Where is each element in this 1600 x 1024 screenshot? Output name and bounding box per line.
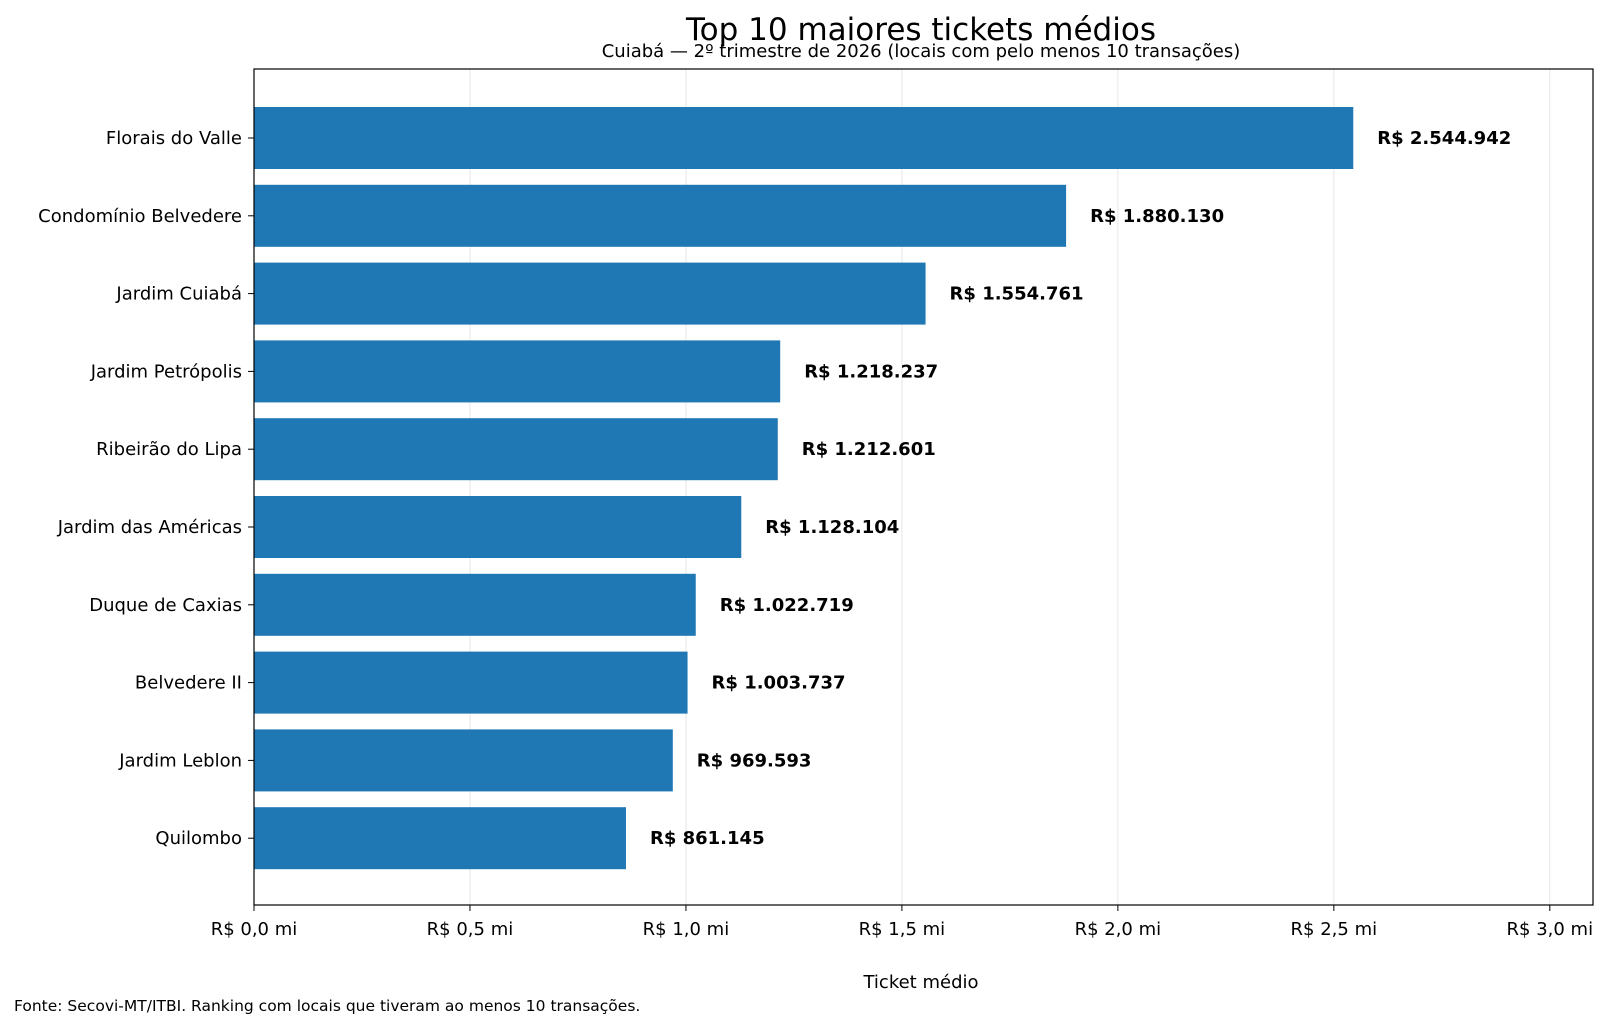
bar xyxy=(254,651,688,714)
x-ticks: R$ 0,0 mi R$ 0,5 mi R$ 1,0 mi R$ 1,5 mi R$ 2… xyxy=(211,905,1593,940)
x-tick-label: R$ 3,0 mi xyxy=(1507,919,1594,940)
category-label: Jardim Cuiabá xyxy=(115,284,242,305)
category-label: Jardim das Américas xyxy=(57,517,242,538)
value-label: R$ 861.145 xyxy=(650,828,765,849)
x-tick-label: R$ 2,5 mi xyxy=(1291,919,1378,940)
bar xyxy=(254,807,626,870)
bars xyxy=(254,107,1354,870)
value-labels: R$ 2.544.942 R$ 1.880.130 R$ 1.554.761 R$ 1… xyxy=(650,128,1511,849)
chart-subtitle: Cuiabá — 2º trimestre de 2026 (locais co… xyxy=(602,41,1241,62)
value-label: R$ 1.218.237 xyxy=(804,361,938,382)
category-label: Ribeirão do Lipa xyxy=(96,439,242,460)
bar xyxy=(254,262,926,325)
category-label: Jardim Petrópolis xyxy=(90,361,242,382)
x-tick-label: R$ 1,0 mi xyxy=(643,919,730,940)
bar xyxy=(254,107,1354,169)
bar xyxy=(254,496,742,558)
bar xyxy=(254,729,673,792)
value-label: R$ 1.128.104 xyxy=(765,517,899,538)
category-labels: Florais do Valle Condomínio Belvedere Jard… xyxy=(38,128,254,849)
value-label: R$ 969.593 xyxy=(697,750,812,771)
bar xyxy=(254,340,781,403)
bar xyxy=(254,184,1067,247)
plot-frame xyxy=(253,68,1594,906)
value-label: R$ 1.022.719 xyxy=(720,595,854,616)
x-tick-label: R$ 0,0 mi xyxy=(211,919,298,940)
footnote: Fonte: Secovi-MT/ITBI. Ranking com locai… xyxy=(14,997,641,1015)
x-axis-label: Ticket médio xyxy=(862,972,978,993)
value-label: R$ 1.212.601 xyxy=(802,439,936,460)
value-label: R$ 1.880.130 xyxy=(1090,206,1224,227)
category-label: Duque de Caxias xyxy=(89,595,242,616)
x-tick-label: R$ 1,5 mi xyxy=(859,919,946,940)
category-label: Jardim Leblon xyxy=(118,750,242,771)
chart-title: Top 10 maiores tickets médios xyxy=(685,12,1156,48)
category-label: Quilombo xyxy=(155,828,242,849)
value-label: R$ 1.554.761 xyxy=(950,284,1084,305)
bar xyxy=(254,418,778,481)
category-label: Condomínio Belvedere xyxy=(38,206,242,227)
bar xyxy=(254,573,696,636)
category-label: Florais do Valle xyxy=(106,128,242,149)
value-label: R$ 1.003.737 xyxy=(712,673,846,694)
x-tick-label: R$ 2,0 mi xyxy=(1075,919,1162,940)
category-label: Belvedere II xyxy=(135,673,242,694)
x-tick-label: R$ 0,5 mi xyxy=(427,919,514,940)
value-label: R$ 2.544.942 xyxy=(1377,128,1511,149)
